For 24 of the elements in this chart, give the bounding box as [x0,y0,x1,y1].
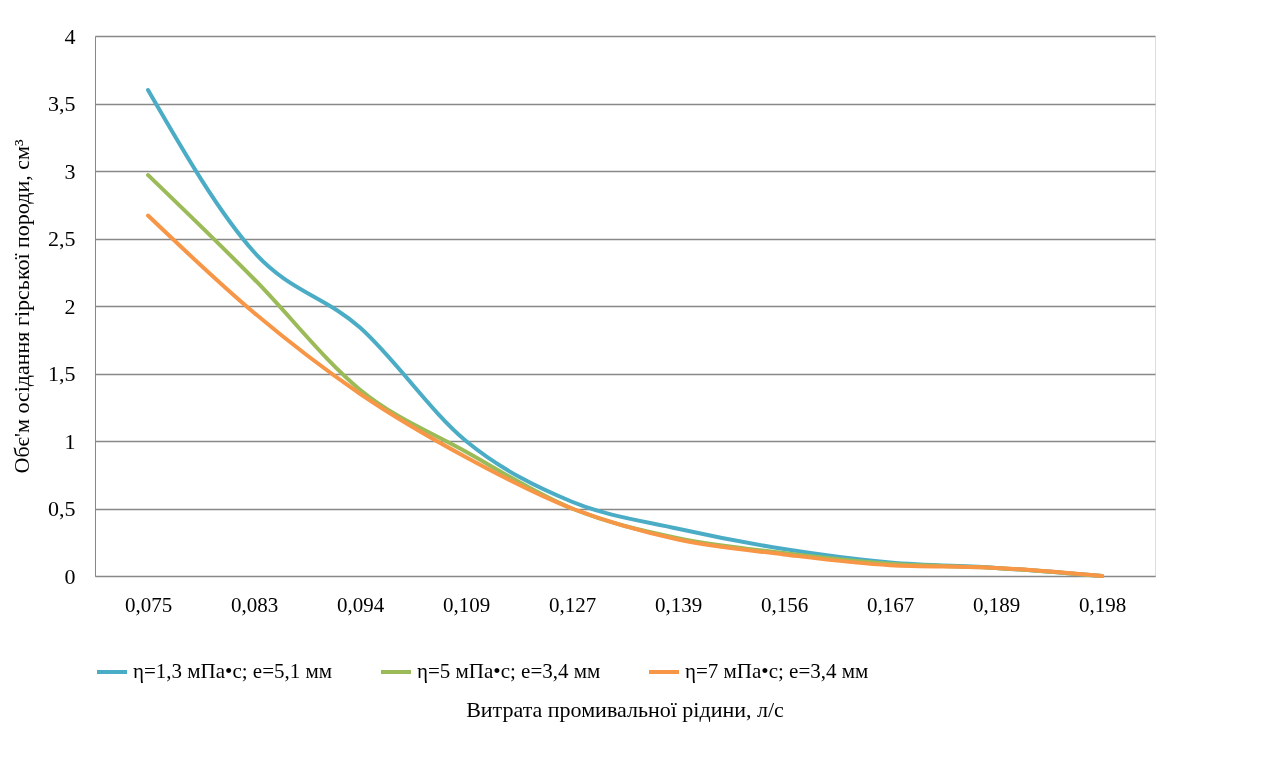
legend-label: η=7 мПа•с; e=3,4 мм [685,659,869,683]
y-tick-label: 4 [64,23,76,49]
x-tick-label: 0,139 [654,592,703,617]
x-tick-label: 0,156 [760,592,809,617]
x-tick-label: 0,127 [548,592,597,617]
x-tick-label: 0,198 [1078,592,1127,617]
y-tick-label: 1,5 [48,361,76,386]
y-tick-label: 2 [64,293,76,319]
y-tick-label: 3 [64,158,76,184]
y-axis-title: Обє'м осідання гірської породи, см³ [9,139,34,474]
x-axis-title: Витрата промивальної рідини, л/с [466,697,785,722]
y-tick-label: 0,5 [48,496,76,521]
x-tick-label: 0,167 [866,592,915,617]
x-tick-label: 0,083 [230,592,279,617]
legend-label: η=1,3 мПа•с; e=5,1 мм [133,659,333,683]
x-tick-label: 0,109 [442,592,491,617]
x-tick-label: 0,189 [972,592,1021,617]
x-tick-label: 0,075 [124,592,173,617]
y-tick-label: 3,5 [48,91,76,116]
y-tick-label: 1 [64,428,76,454]
legend-label: η=5 мПа•с; e=3,4 мм [417,659,601,683]
x-tick-label: 0,094 [336,592,385,617]
y-tick-label: 2,5 [48,226,76,251]
y-tick-label: 0 [64,563,76,589]
